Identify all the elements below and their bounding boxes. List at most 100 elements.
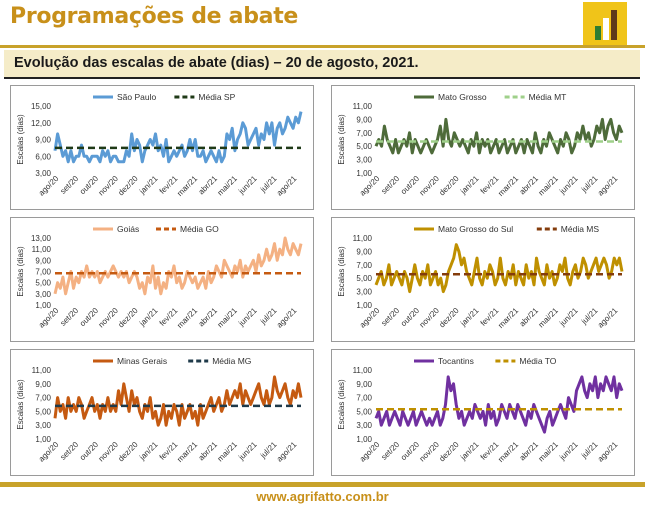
x-tick-label: abr/21 <box>518 306 541 329</box>
x-tick-label: set/20 <box>379 174 401 196</box>
x-tick-label: dez/20 <box>437 174 461 198</box>
x-tick-label: nov/20 <box>418 306 442 330</box>
series-line <box>53 236 303 296</box>
y-axis-label: Escalas (dias) <box>16 246 25 297</box>
y-tick-label: 9,00 <box>356 380 372 389</box>
y-tick-label: 1,00 <box>356 169 372 178</box>
legend-label: Média TO <box>519 356 556 366</box>
chart-svg: Tocantins Média TO 1,00 3,00 5,00 7,00 9,00 11,… <box>337 356 624 464</box>
y-tick-label: 5,00 <box>356 274 372 283</box>
x-tick-label: abr/21 <box>197 174 220 197</box>
header-divider <box>0 45 645 48</box>
y-tick-label: 3,00 <box>356 156 372 165</box>
x-tick-label: mar/21 <box>175 174 199 198</box>
x-tick-label: jan/21 <box>137 440 160 463</box>
x-tick-label: mai/21 <box>537 306 561 330</box>
y-tick-label: 11,00 <box>353 102 373 111</box>
y-tick-label: 1,00 <box>35 435 51 444</box>
y-tick-label: 11,00 <box>32 366 52 375</box>
x-tick-label: jun/21 <box>557 174 580 197</box>
chart-svg: Mato Grosso Média MT 1,00 3,00 5,00 7,00 9,00 1… <box>337 92 624 198</box>
y-tick-label: 3,00 <box>35 169 51 178</box>
x-tick-label: mar/21 <box>496 440 520 464</box>
x-tick-label: dez/20 <box>116 306 140 330</box>
x-tick-label: jun/21 <box>557 440 580 463</box>
series-line <box>374 243 624 294</box>
x-tick-label: mar/21 <box>175 306 199 330</box>
footer-url[interactable]: www.agrifatto.com.br <box>256 489 389 504</box>
y-tick-label: 9,00 <box>356 115 372 124</box>
x-tick-label: set/20 <box>58 440 80 462</box>
y-axis-label: Escalas (dias) <box>337 379 346 430</box>
legend-label: Média SP <box>198 92 235 102</box>
legend-label: Média MT <box>529 92 567 102</box>
x-tick-label: abr/21 <box>518 174 541 197</box>
y-tick-label: 5,00 <box>35 407 51 416</box>
legend-label: Goiás <box>117 224 139 234</box>
y-axis-label: Escalas (dias) <box>337 114 346 165</box>
x-tick-label: nov/20 <box>418 174 442 198</box>
chart-subtitle: Evolução das escalas de abate (dias) – 2… <box>14 55 419 71</box>
chart-svg: Minas Gerais Média MG 1,00 3,00 5,00 7,00 9,00… <box>16 356 303 464</box>
subtitle-band: Evolução das escalas de abate (dias) – 2… <box>4 50 640 79</box>
legend-label: São Paulo <box>117 92 156 102</box>
y-axis-label: Escalas (dias) <box>16 114 25 165</box>
chart-svg: Mato Grosso do Sul Média MS 1,00 3,00 5,00 7,… <box>337 224 624 330</box>
y-tick-label: 1,00 <box>356 435 372 444</box>
y-tick-label: 7,00 <box>356 394 372 403</box>
chart-panel-goias: Goiás Média GO 1,00 3,00 5,00 7,00 9,00 11,00 13… <box>10 217 314 342</box>
y-tick-label: 3,00 <box>35 421 51 430</box>
legend-label: Tocantins <box>438 356 474 366</box>
x-tick-label: ago/21 <box>275 440 299 464</box>
x-tick-label: mar/21 <box>496 174 520 198</box>
y-tick-label: 13,00 <box>31 234 52 243</box>
x-tick-label: set/20 <box>58 306 80 328</box>
y-tick-label: 7,00 <box>356 129 372 138</box>
x-tick-label: set/20 <box>379 306 401 328</box>
legend-label: Média GO <box>180 224 219 234</box>
y-axis-label: Escalas (dias) <box>337 246 346 297</box>
x-tick-label: dez/20 <box>437 306 461 330</box>
x-tick-label: dez/20 <box>116 174 140 198</box>
x-tick-label: ago/21 <box>275 306 299 330</box>
y-tick-label: 7,00 <box>35 268 51 277</box>
y-tick-label: 5,00 <box>35 279 51 288</box>
x-tick-label: mar/21 <box>175 440 199 464</box>
chart-panel-minas-gerais: Minas Gerais Média MG 1,00 3,00 5,00 7,00 9,00… <box>10 349 314 476</box>
y-tick-label: 11,00 <box>353 366 373 375</box>
x-tick-label: ago/21 <box>596 306 620 330</box>
y-tick-label: 5,00 <box>356 142 372 151</box>
x-tick-label: ago/21 <box>596 174 620 198</box>
x-tick-label: mai/21 <box>537 440 561 464</box>
series-line <box>53 111 303 164</box>
series-line <box>53 375 303 427</box>
y-tick-label: 3,00 <box>356 288 372 297</box>
legend-label: Média MG <box>212 356 251 366</box>
x-tick-label: abr/21 <box>197 306 220 329</box>
x-tick-label: jun/21 <box>236 306 259 329</box>
y-tick-label: 11,00 <box>353 234 373 243</box>
y-tick-label: 7,00 <box>35 394 51 403</box>
y-tick-label: 3,00 <box>35 290 51 299</box>
x-tick-label: jun/21 <box>557 306 580 329</box>
y-tick-label: 5,00 <box>356 407 372 416</box>
x-tick-label: jan/21 <box>458 440 481 463</box>
series-line <box>374 117 624 155</box>
x-tick-label: dez/20 <box>437 440 461 464</box>
x-tick-label: nov/20 <box>97 174 121 198</box>
legend-label: Mato Grosso <box>438 92 487 102</box>
legend-label: Mato Grosso do Sul <box>438 224 513 234</box>
x-tick-label: nov/20 <box>97 440 121 464</box>
x-tick-label: mai/21 <box>537 174 561 198</box>
y-tick-label: 9,00 <box>35 136 51 145</box>
x-tick-label: mar/21 <box>496 306 520 330</box>
x-tick-label: dez/20 <box>116 440 140 464</box>
legend-label: Minas Gerais <box>117 356 167 366</box>
logo-icon <box>583 2 627 46</box>
x-tick-label: jan/21 <box>458 174 481 197</box>
page-title: Programações de abate <box>10 4 299 29</box>
x-tick-label: abr/21 <box>197 440 220 463</box>
y-tick-label: 12,00 <box>31 119 52 128</box>
x-tick-label: nov/20 <box>97 306 121 330</box>
x-tick-label: jun/21 <box>236 174 259 197</box>
